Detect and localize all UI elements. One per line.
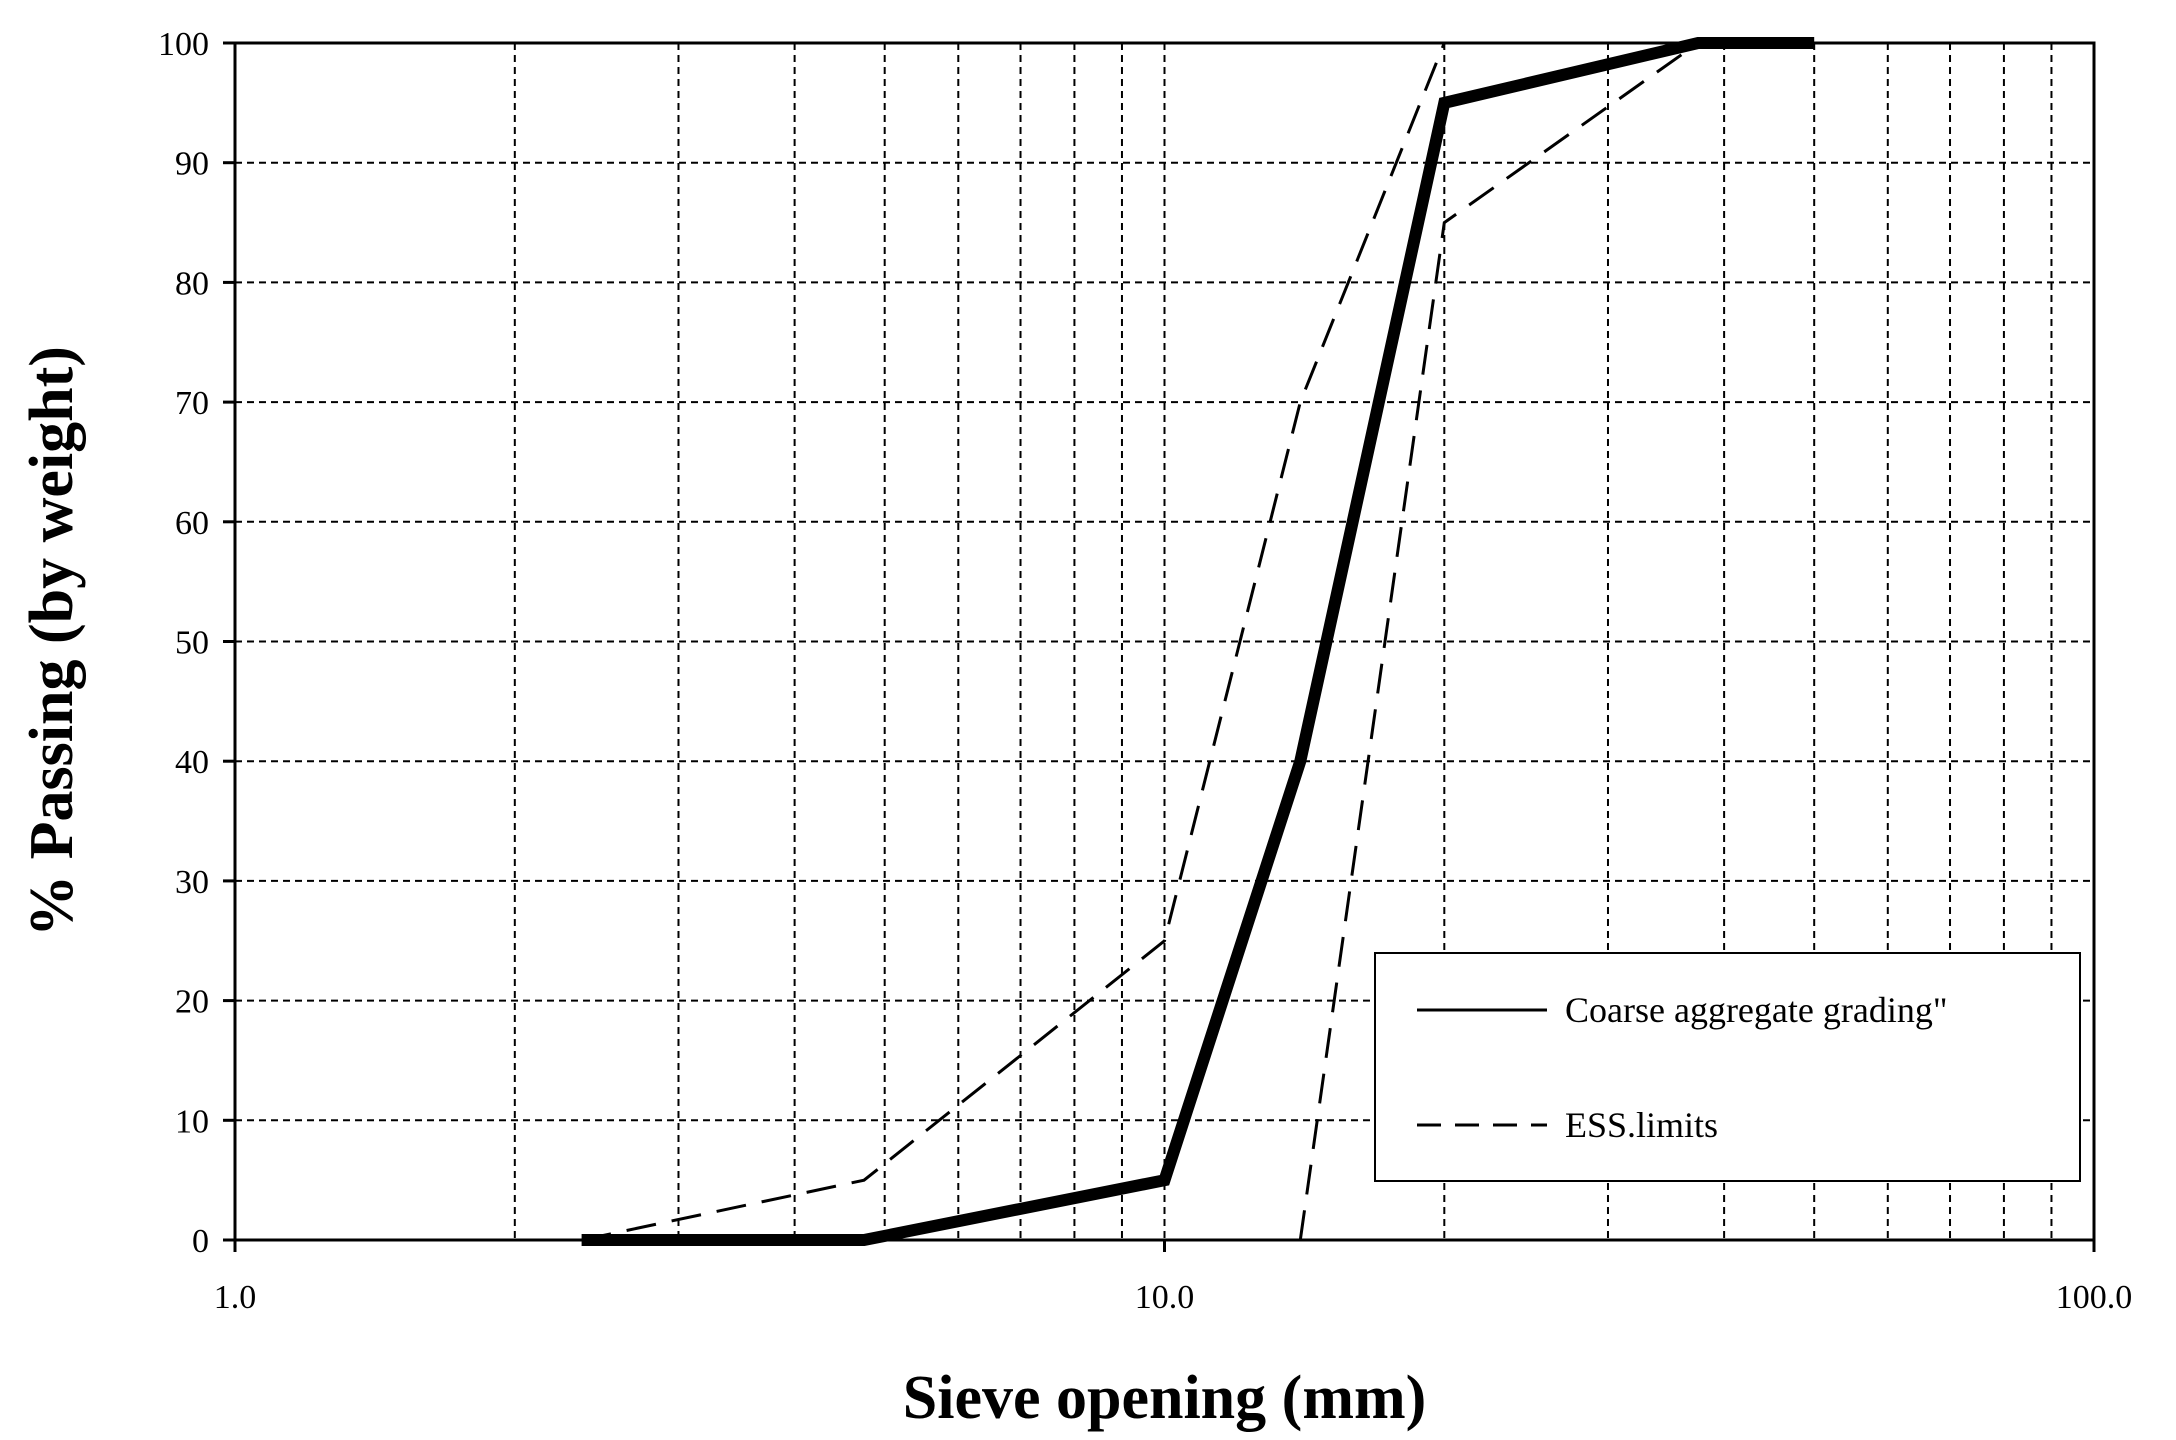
y-tick-label: 10	[175, 1103, 209, 1140]
series-ess-lower-limit-line	[1298, 41, 1699, 1241]
y-tick-label: 90	[175, 146, 209, 183]
x-tick-label: 1.0	[214, 1279, 257, 1316]
y-tick-label: 40	[175, 744, 209, 781]
y-tick-labels: 0 10 20 30 40 50 60 70 80 90 100	[158, 26, 209, 1260]
y-axis-title: % Passing (by weight)	[18, 346, 86, 937]
x-axis-title: Sieve opening (mm)	[903, 1364, 1427, 1432]
y-tick-label: 100	[158, 26, 209, 63]
y-tick-label: 20	[175, 984, 209, 1021]
series-ess-upper-limit-line	[581, 42, 1446, 1242]
legend-box	[1374, 952, 2081, 1182]
legend: Coarse aggregate grading" ESS.limits	[1374, 952, 2081, 1182]
ticks	[223, 41, 2096, 1252]
y-tick-label: 30	[175, 864, 209, 901]
x-tick-labels: 1.0 10.0 100.0	[214, 1279, 2133, 1316]
x-tick-label: 100.0	[2056, 1279, 2133, 1316]
y-tick-label: 50	[175, 625, 209, 662]
legend-label-coarse-aggregate: Coarse aggregate grading"	[1565, 990, 1948, 1030]
y-tick-label: 60	[175, 505, 209, 542]
y-tick-label: 70	[175, 385, 209, 422]
legend-label-ess-limits: ESS.limits	[1565, 1105, 1718, 1145]
y-tick-label: 0	[192, 1223, 209, 1260]
x-tick-label: 10.0	[1135, 1279, 1195, 1316]
y-tick-label: 80	[175, 265, 209, 302]
